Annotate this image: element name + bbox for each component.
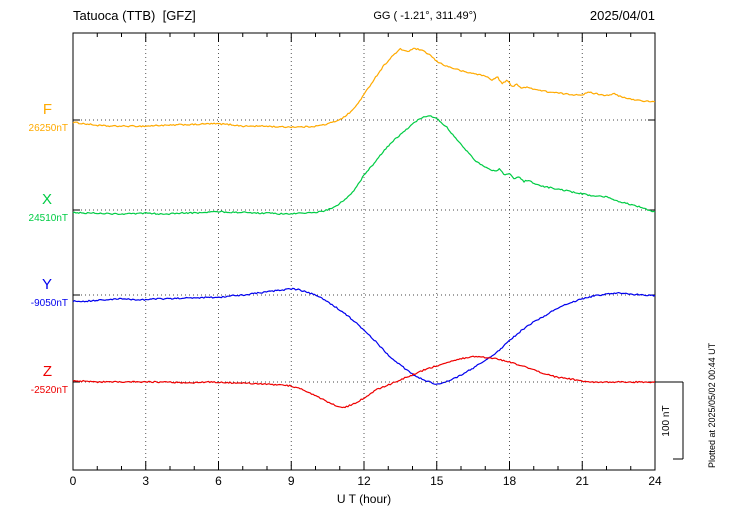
plotted-at-note: Plotted at 2025/05/02 00:44 UT	[707, 342, 717, 468]
series-Y-curve	[72, 287, 656, 385]
x-axis-label: U T (hour)	[336, 492, 392, 506]
series-X-label: X	[41, 191, 52, 208]
x-tick-label: 21	[575, 474, 589, 488]
x-tick-label: 24	[648, 474, 662, 488]
scale-bar-label: 100 nT	[661, 405, 672, 436]
series-Z-label: Z	[42, 363, 52, 380]
series-X-base-value: 24510nT	[28, 213, 68, 224]
series-X-curve	[72, 115, 656, 216]
series-Y-base-value: -9050nT	[30, 298, 68, 309]
x-tick-label: 6	[215, 474, 222, 488]
x-tick-label: 18	[502, 474, 517, 488]
x-tick-label: 0	[69, 474, 77, 488]
series-F-label: F	[42, 101, 52, 118]
x-tick-label: 15	[430, 474, 444, 488]
plot-date: 2025/04/01	[589, 8, 655, 23]
gg-coordinates: GG ( -1.21°, 311.49°)	[373, 10, 477, 22]
x-tick-label: 3	[142, 474, 150, 488]
series-F-base-value: 26250nT	[28, 123, 68, 134]
series-Z-curve	[72, 355, 656, 409]
station-title: Tatuoca (TTB) [GFZ]	[73, 8, 196, 23]
plot-frame	[72, 32, 656, 471]
x-axis-ticks: 0 3 6 9 12 15 18 21 24	[0, 474, 730, 490]
series-Y-label: Y	[41, 276, 52, 293]
x-tick-label: 9	[287, 474, 295, 488]
x-tick-label: 12	[357, 474, 371, 488]
series-F-curve	[72, 47, 656, 129]
series-Z-base-value: -2520nT	[30, 385, 68, 396]
series-label-column: F 26250nT X 24510nT Y -9050nT Z -2520nT	[0, 0, 73, 520]
